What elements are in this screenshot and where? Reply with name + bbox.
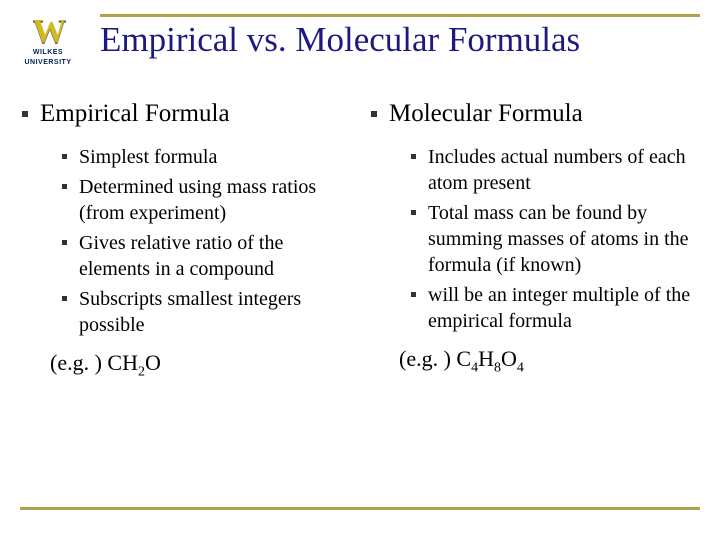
list-item: Subscripts smallest integers possible bbox=[62, 286, 349, 338]
example-label: (e.g. ) bbox=[50, 350, 107, 375]
logo-mark: W bbox=[14, 18, 82, 47]
bullet-icon bbox=[62, 184, 67, 189]
list-item: Gives relative ratio of the elements in … bbox=[62, 230, 349, 282]
list-item: Total mass can be found by summing masse… bbox=[411, 200, 698, 278]
bullet-icon bbox=[62, 240, 67, 245]
list-item-text: Total mass can be found by summing masse… bbox=[428, 200, 698, 278]
list-item: Simplest formula bbox=[62, 144, 349, 170]
list-item: Determined using mass ratios (from exper… bbox=[62, 174, 349, 226]
list-item: will be an integer multiple of the empir… bbox=[411, 282, 698, 334]
logo-line1: WILKES bbox=[14, 49, 82, 57]
left-heading: Empirical Formula bbox=[40, 100, 230, 128]
list-item-text: Includes actual numbers of each atom pre… bbox=[428, 144, 698, 196]
footer-rule bbox=[20, 507, 700, 510]
bullet-icon bbox=[62, 296, 67, 301]
formula-part: O bbox=[145, 350, 161, 375]
list-item-text: Simplest formula bbox=[79, 144, 217, 170]
header-rule bbox=[100, 14, 700, 17]
logo-line2: UNIVERSITY bbox=[14, 59, 82, 67]
formula-sub: 4 bbox=[517, 360, 524, 375]
bullet-icon bbox=[411, 292, 416, 297]
formula-sub: 8 bbox=[494, 360, 501, 375]
bullet-icon bbox=[411, 154, 416, 159]
list-item-text: will be an integer multiple of the empir… bbox=[428, 282, 698, 334]
page-title: Empirical vs. Molecular Formulas bbox=[100, 20, 580, 60]
bullet-icon bbox=[371, 111, 377, 117]
left-sublist: Simplest formula Determined using mass r… bbox=[22, 144, 349, 338]
bullet-icon bbox=[22, 111, 28, 117]
content-columns: Empirical Formula Simplest formula Deter… bbox=[22, 100, 698, 380]
formula-part: H bbox=[478, 346, 494, 371]
list-item-text: Gives relative ratio of the elements in … bbox=[79, 230, 349, 282]
formula-part: C bbox=[456, 346, 471, 371]
right-heading: Molecular Formula bbox=[389, 100, 583, 128]
bullet-icon bbox=[62, 154, 67, 159]
bullet-icon bbox=[411, 210, 416, 215]
list-item: Includes actual numbers of each atom pre… bbox=[411, 144, 698, 196]
formula-part: CH bbox=[107, 350, 138, 375]
list-item-text: Determined using mass ratios (from exper… bbox=[79, 174, 349, 226]
right-sublist: Includes actual numbers of each atom pre… bbox=[371, 144, 698, 334]
right-example: (e.g. ) C4H8O4 bbox=[371, 346, 698, 376]
left-heading-row: Empirical Formula bbox=[22, 100, 349, 128]
logo: W WILKES UNIVERSITY bbox=[14, 18, 82, 66]
formula-part: O bbox=[501, 346, 517, 371]
left-column: Empirical Formula Simplest formula Deter… bbox=[22, 100, 349, 380]
right-heading-row: Molecular Formula bbox=[371, 100, 698, 128]
formula-sub: 2 bbox=[138, 364, 145, 379]
left-example: (e.g. ) CH2O bbox=[22, 350, 349, 380]
right-column: Molecular Formula Includes actual number… bbox=[371, 100, 698, 380]
list-item-text: Subscripts smallest integers possible bbox=[79, 286, 349, 338]
example-label: (e.g. ) bbox=[399, 346, 456, 371]
